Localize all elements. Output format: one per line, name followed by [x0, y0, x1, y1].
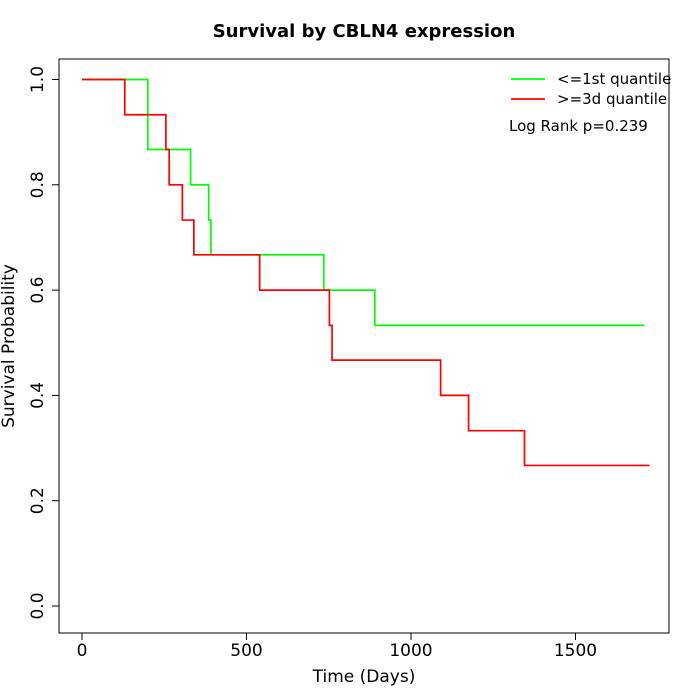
y-axis-label: Survival Probability: [0, 264, 19, 428]
legend: <=1st quantile >=3d quantile: [511, 70, 671, 108]
chart-title: Survival by CBLN4 expression: [213, 21, 516, 42]
y-axis: 0.0 0.2 0.4 0.6 0.8 1.0: [28, 66, 60, 620]
y-tick-label: 0.4: [28, 382, 48, 409]
legend-label: <=1st quantile: [557, 70, 671, 88]
y-tick-label: 0.0: [28, 592, 48, 619]
y-tick-label: 1.0: [28, 66, 48, 93]
x-axis-label: Time (Days): [312, 667, 416, 687]
y-tick-label: 0.8: [28, 171, 48, 198]
legend-label: >=3d quantile: [557, 90, 667, 108]
x-tick-label: 1500: [554, 641, 597, 661]
y-tick-label: 0.2: [28, 487, 48, 514]
x-tick-label: 500: [230, 641, 262, 661]
plot-frame: [58, 58, 670, 634]
survival-curve: [82, 78, 645, 327]
y-tick-label: 0.6: [28, 277, 48, 304]
survival-curve: [82, 78, 650, 467]
log-rank-annotation: Log Rank p=0.239: [509, 117, 648, 135]
series-layer: [82, 78, 650, 467]
x-tick-label: 0: [77, 641, 88, 661]
x-tick-label: 1000: [389, 641, 432, 661]
x-axis: 0 500 1000 1500: [77, 632, 597, 661]
